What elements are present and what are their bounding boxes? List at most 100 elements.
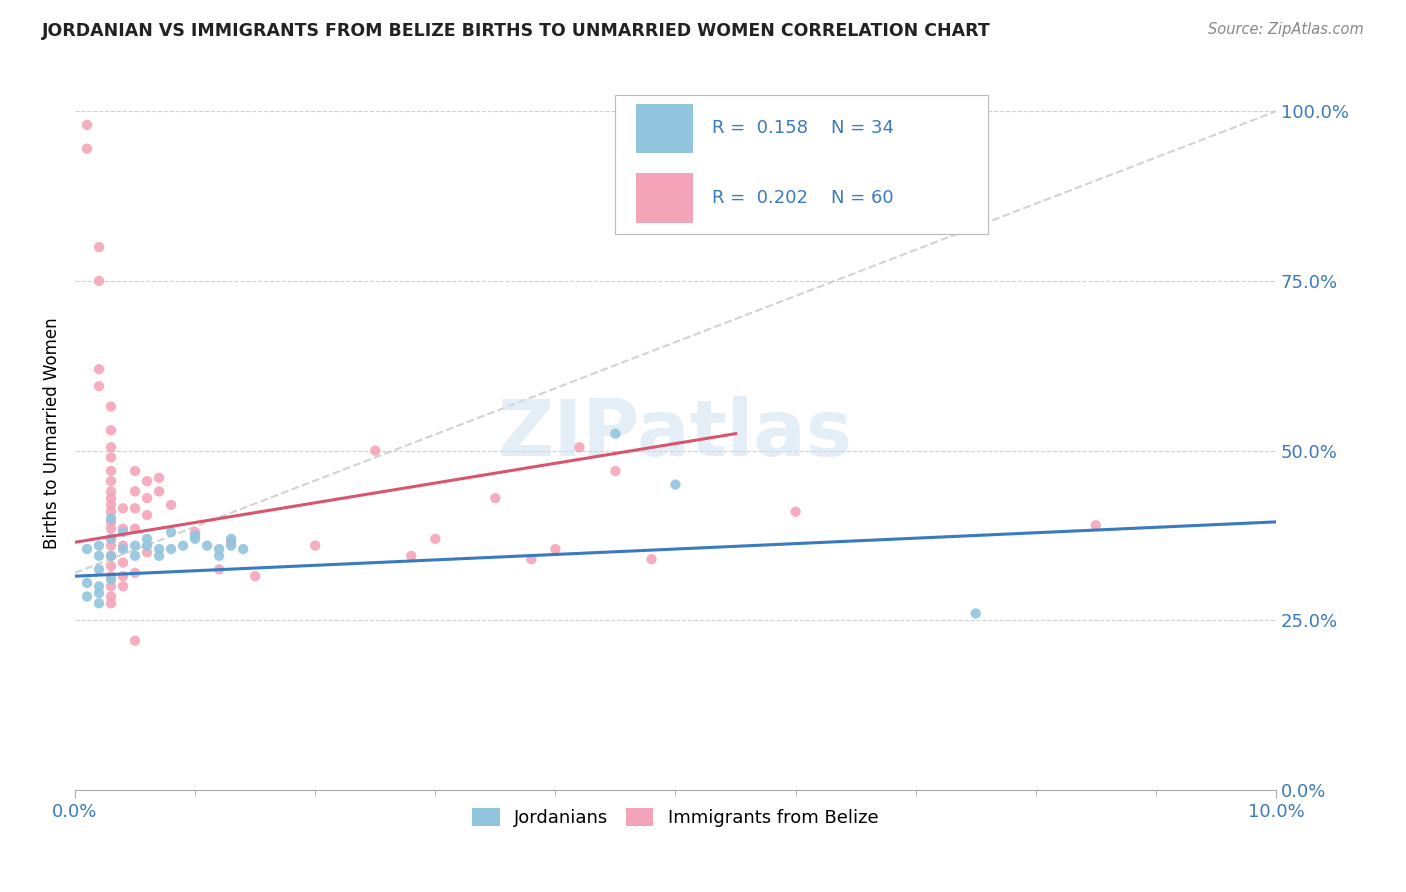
Point [76, 590, 98, 604]
Point [148, 484, 170, 499]
Point [76, 142, 98, 156]
Point [112, 501, 135, 516]
Point [100, 559, 122, 574]
Text: ZIPatlas: ZIPatlas [498, 396, 853, 472]
Point [364, 443, 387, 458]
Point [100, 579, 122, 593]
Point [568, 440, 591, 454]
Point [605, 464, 627, 478]
Point [425, 532, 447, 546]
Point [100, 484, 122, 499]
Point [100, 515, 122, 529]
Point [87, 549, 110, 563]
Point [87, 539, 110, 553]
Point [148, 471, 170, 485]
Point [219, 535, 242, 549]
Point [76, 542, 98, 557]
Point [124, 633, 146, 648]
Point [112, 542, 135, 557]
FancyBboxPatch shape [636, 173, 693, 223]
Point [160, 498, 183, 512]
Y-axis label: Births to Unmarried Women: Births to Unmarried Women [44, 318, 60, 549]
Point [184, 528, 207, 542]
Point [87, 596, 110, 610]
Point [100, 423, 122, 437]
Point [232, 542, 254, 557]
Point [112, 524, 135, 539]
Point [112, 556, 135, 570]
Point [100, 532, 122, 546]
Point [100, 590, 122, 604]
Point [304, 539, 326, 553]
Point [100, 464, 122, 478]
Point [100, 539, 122, 553]
Point [136, 539, 159, 553]
Point [136, 491, 159, 505]
Point [112, 539, 135, 553]
Point [112, 522, 135, 536]
Point [208, 542, 231, 557]
Point [100, 573, 122, 587]
Point [208, 562, 231, 576]
Point [136, 474, 159, 488]
FancyBboxPatch shape [616, 95, 988, 235]
Point [100, 511, 122, 525]
Point [87, 562, 110, 576]
Point [100, 505, 122, 519]
Point [100, 549, 122, 563]
Point [87, 274, 110, 288]
Point [124, 549, 146, 563]
Point [401, 549, 423, 563]
Text: R =  0.202    N = 60: R = 0.202 N = 60 [711, 189, 893, 207]
Point [160, 524, 183, 539]
Point [136, 532, 159, 546]
Point [100, 532, 122, 546]
Point [100, 491, 122, 505]
Point [136, 545, 159, 559]
Point [148, 549, 170, 563]
Point [87, 586, 110, 600]
Point [87, 579, 110, 593]
Point [124, 464, 146, 478]
Point [124, 539, 146, 553]
Point [100, 440, 122, 454]
FancyBboxPatch shape [636, 103, 693, 153]
Point [664, 477, 686, 491]
Point [87, 240, 110, 254]
Point [124, 501, 146, 516]
Point [160, 542, 183, 557]
Text: Source: ZipAtlas.com: Source: ZipAtlas.com [1208, 22, 1364, 37]
Point [208, 549, 231, 563]
Point [76, 576, 98, 591]
Point [76, 118, 98, 132]
Point [124, 522, 146, 536]
Point [965, 607, 987, 621]
Point [219, 539, 242, 553]
Point [184, 532, 207, 546]
Point [640, 552, 662, 566]
Point [172, 539, 194, 553]
Point [184, 524, 207, 539]
Point [100, 400, 122, 414]
Point [100, 450, 122, 465]
Point [100, 596, 122, 610]
Point [100, 522, 122, 536]
Text: R =  0.158    N = 34: R = 0.158 N = 34 [711, 120, 893, 137]
Point [124, 566, 146, 580]
Point [100, 569, 122, 583]
Point [785, 505, 807, 519]
Point [520, 552, 543, 566]
Text: JORDANIAN VS IMMIGRANTS FROM BELIZE BIRTHS TO UNMARRIED WOMEN CORRELATION CHART: JORDANIAN VS IMMIGRANTS FROM BELIZE BIRT… [42, 22, 991, 40]
Point [136, 508, 159, 522]
Point [544, 542, 567, 557]
Point [100, 549, 122, 563]
Legend: Jordanians, Immigrants from Belize: Jordanians, Immigrants from Belize [465, 801, 886, 834]
Point [148, 542, 170, 557]
Point [243, 569, 266, 583]
Point [484, 491, 506, 505]
Point [1084, 518, 1107, 533]
Point [219, 532, 242, 546]
Point [100, 474, 122, 488]
Point [124, 484, 146, 499]
Point [112, 579, 135, 593]
